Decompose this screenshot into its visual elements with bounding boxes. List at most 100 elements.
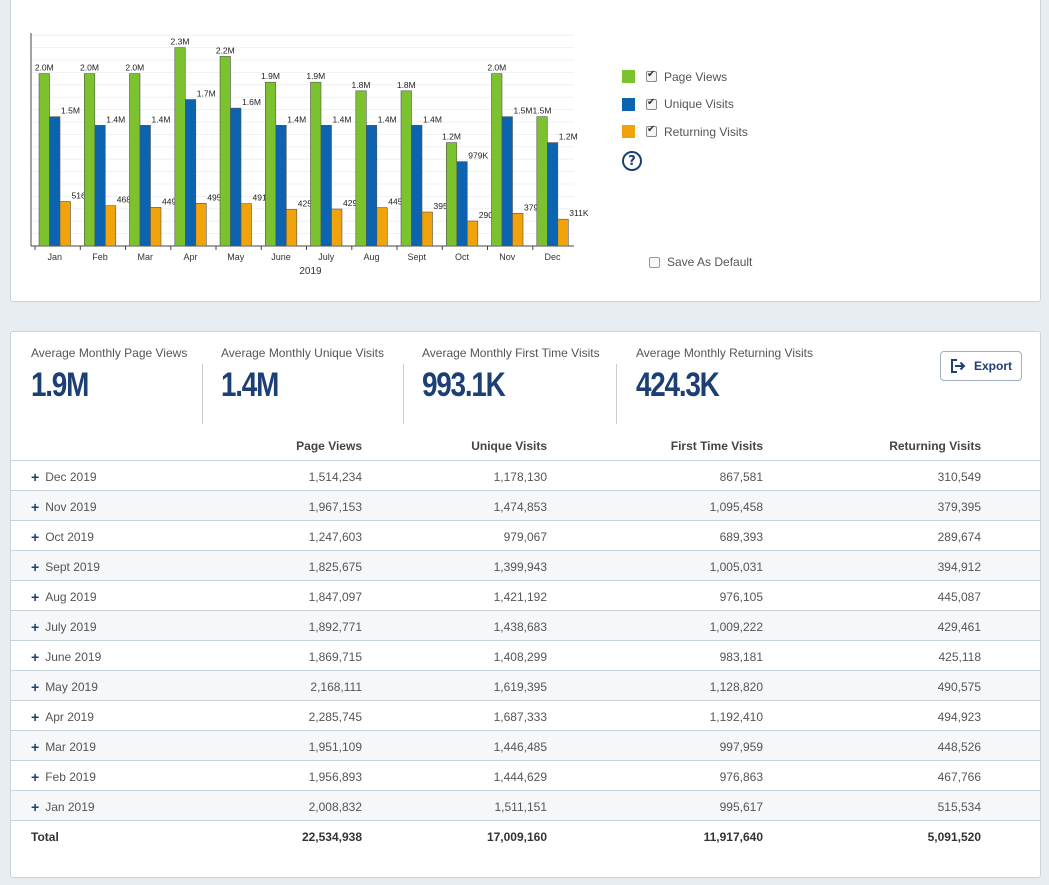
stat-value: 993.1K	[422, 366, 506, 404]
data-label: 2.0M	[80, 63, 99, 73]
data-label: 2.3M	[171, 37, 190, 47]
bar-returning-visits	[466, 220, 479, 247]
bar-unique-visits	[49, 116, 61, 247]
table-row[interactable]: + Oct 2019 1,247,603 979,067 689,393 289,674	[11, 520, 1040, 550]
expand-plus-icon[interactable]: +	[31, 559, 40, 575]
returning-visits-cell: 425,118	[938, 650, 982, 664]
stat-value: 1.4M	[221, 366, 279, 404]
first-time-visits-cell: 997,959	[719, 740, 763, 754]
bar-returning-visits	[285, 209, 298, 247]
first-time-visits-cell: 1,005,031	[709, 560, 763, 574]
col-header-first-time-visits[interactable]: First Time Visits	[670, 439, 763, 453]
total-label: Total	[31, 830, 59, 844]
expand-plus-icon[interactable]: +	[31, 739, 40, 755]
expand-plus-icon[interactable]: +	[31, 469, 40, 485]
table-row[interactable]: + Feb 2019 1,956,893 1,444,629 976,863 467,76…	[11, 760, 1040, 790]
expand-plus-icon[interactable]: +	[31, 769, 40, 785]
row-month[interactable]: + July 2019	[31, 620, 97, 634]
table-row[interactable]: + May 2019 2,168,111 1,619,395 1,128,820 490,…	[11, 670, 1040, 700]
returning-visits-cell: 310,549	[937, 470, 981, 484]
legend-checkbox[interactable]	[646, 97, 657, 110]
expand-plus-icon[interactable]: +	[31, 649, 40, 665]
stat-label: Average Monthly Page Views	[31, 346, 188, 360]
first-time-visits-cell: 976,863	[719, 770, 763, 784]
col-header-returning-visits[interactable]: Returning Visits	[889, 439, 981, 453]
table-body: + Dec 2019 1,514,234 1,178,130 867,581 310,54…	[11, 460, 1040, 850]
chart-panel: 2.0M 1.5M 516K Jan 2.0M 1.4M 468K Feb 2.0M 1.4M 44…	[10, 0, 1041, 302]
table-row[interactable]: + Aug 2019 1,847,097 1,421,192 976,105 445,08…	[11, 580, 1040, 610]
page-views-cell: 2,168,111	[310, 680, 362, 694]
row-month[interactable]: + Aug 2019	[31, 590, 97, 604]
stat-value: 424.3K	[636, 366, 720, 404]
x-tick-label: Aug	[363, 252, 379, 262]
data-label: 491K	[253, 193, 273, 203]
x-tick-label: Oct	[455, 252, 470, 262]
row-month[interactable]: + Nov 2019	[31, 500, 97, 514]
data-label: 290K	[479, 210, 499, 220]
legend-label: Returning Visits	[664, 124, 748, 139]
row-month[interactable]: + May 2019	[31, 680, 98, 694]
legend-item-page-views[interactable]: Page Views	[622, 63, 748, 91]
bar-unique-visits	[456, 161, 468, 247]
legend-label: Page Views	[664, 69, 728, 84]
expand-plus-icon[interactable]: +	[31, 709, 40, 725]
stat-label: Average Monthly Returning Visits	[636, 346, 813, 360]
checkbox-box[interactable]	[649, 256, 660, 268]
table-row[interactable]: + Mar 2019 1,951,109 1,446,485 997,959 448,52…	[11, 730, 1040, 760]
expand-plus-icon[interactable]: +	[31, 589, 40, 605]
data-label: 1.5M	[514, 106, 533, 116]
row-month[interactable]: + Sept 2019	[31, 560, 100, 574]
export-button[interactable]: Export	[940, 351, 1022, 381]
row-month[interactable]: + Oct 2019	[31, 530, 94, 544]
row-month[interactable]: + Mar 2019	[31, 740, 96, 754]
data-label: 1.4M	[333, 114, 352, 124]
month-label: Mar 2019	[45, 740, 96, 754]
export-icon	[950, 359, 966, 373]
row-month[interactable]: + Jan 2019	[31, 800, 95, 814]
bar-unique-visits	[230, 107, 242, 247]
legend-checkbox[interactable]	[646, 124, 657, 138]
expand-plus-icon[interactable]: +	[31, 799, 40, 815]
table-row[interactable]: + Apr 2019 2,285,745 1,687,333 1,192,410 494,…	[11, 700, 1040, 730]
help-icon[interactable]: ?	[622, 151, 642, 171]
legend-item-unique-visits[interactable]: Unique Visits	[622, 91, 748, 119]
expand-plus-icon[interactable]: +	[31, 499, 40, 515]
expand-plus-icon[interactable]: +	[31, 529, 40, 545]
data-label: 1.2M	[559, 132, 578, 142]
returning-visits-cell: 289,674	[937, 530, 981, 544]
row-month[interactable]: + Apr 2019	[31, 710, 94, 724]
expand-plus-icon[interactable]: +	[31, 619, 40, 635]
table-total-row: Total 22,534,938 17,009,160 11,917,640 5,091…	[11, 820, 1040, 850]
month-label: Oct 2019	[45, 530, 94, 544]
legend-item-returning-visits[interactable]: Returning Visits	[622, 118, 748, 146]
unique-visits-cell: 1,408,299	[493, 650, 547, 664]
table-header: Page Views Unique Visits First Time Visi…	[11, 439, 1040, 459]
table-row[interactable]: + July 2019 1,892,771 1,438,683 1,009,222 429…	[11, 610, 1040, 640]
page-views-cell: 2,008,832	[308, 800, 362, 814]
bar-page-views	[38, 73, 50, 247]
table-row[interactable]: + Jan 2019 2,008,832 1,511,151 995,617 515,53…	[11, 790, 1040, 820]
table-row[interactable]: + Sept 2019 1,825,675 1,399,943 1,005,031 394…	[11, 550, 1040, 580]
row-month[interactable]: + June 2019	[31, 650, 101, 664]
month-label: July 2019	[45, 620, 97, 634]
table-row[interactable]: + Dec 2019 1,514,234 1,178,130 867,581 310,54…	[11, 460, 1040, 490]
data-label: 449K	[162, 196, 182, 206]
first-time-visits-cell: 995,617	[719, 800, 763, 814]
data-label: 429K	[343, 198, 363, 208]
legend-checkbox[interactable]	[646, 69, 657, 83]
col-header-unique-visits[interactable]: Unique Visits	[471, 439, 547, 453]
bar-page-views	[265, 81, 277, 247]
save-as-default-checkbox[interactable]: Save As Default	[649, 255, 752, 269]
row-month[interactable]: + Dec 2019	[31, 470, 97, 484]
legend-swatch	[622, 97, 635, 111]
data-label: 2.2M	[216, 45, 235, 55]
legend-label: Unique Visits	[664, 97, 734, 112]
table-row[interactable]: + June 2019 1,869,715 1,408,299 983,181 425,1…	[11, 640, 1040, 670]
table-row[interactable]: + Nov 2019 1,967,153 1,474,853 1,095,458 379,…	[11, 490, 1040, 520]
expand-plus-icon[interactable]: +	[31, 679, 40, 695]
col-header-page-views[interactable]: Page Views	[296, 439, 362, 453]
first-time-visits-cell: 1,095,458	[709, 500, 763, 514]
bar-unique-visits	[320, 125, 332, 247]
page-views-cell: 1,951,109	[308, 740, 362, 754]
row-month[interactable]: + Feb 2019	[31, 770, 96, 784]
